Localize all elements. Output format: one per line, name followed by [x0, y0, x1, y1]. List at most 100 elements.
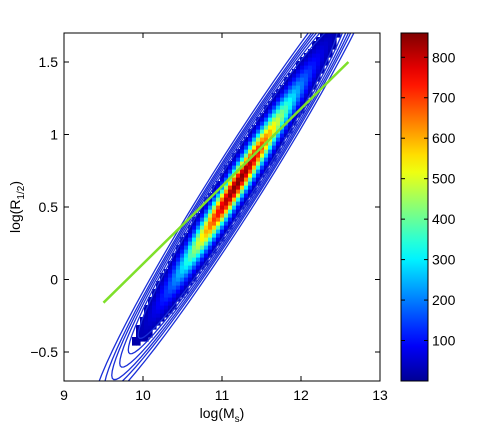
density-cell [164, 277, 169, 282]
density-cell [164, 309, 169, 314]
density-cell [144, 317, 149, 322]
density-cell [328, 37, 333, 42]
density-cell [188, 249, 193, 254]
density-cell [232, 205, 237, 210]
density-cell [160, 277, 165, 282]
density-cell [324, 53, 329, 58]
density-cell [260, 153, 265, 158]
colorbar-tick-label: 200 [432, 292, 456, 308]
density-cell [196, 265, 201, 270]
density-cell [252, 181, 257, 186]
density-cell [280, 121, 285, 126]
density-cell [164, 281, 169, 286]
density-cell [292, 89, 297, 94]
density-cell [272, 125, 277, 130]
density-cell [144, 313, 149, 318]
density-cell [252, 149, 257, 154]
density-cell [268, 153, 273, 158]
density-cell [240, 173, 245, 178]
density-cell [296, 81, 301, 86]
density-cell [332, 33, 337, 38]
density-cell [220, 173, 225, 178]
density-cell [184, 245, 189, 250]
density-cell [256, 121, 261, 126]
density-cell [132, 341, 137, 346]
density-cell [156, 313, 161, 318]
density-cell [324, 37, 329, 42]
density-cell [276, 141, 281, 146]
density-cell [196, 229, 201, 234]
density-cell [248, 149, 253, 154]
density-cell [204, 253, 209, 258]
density-cell [280, 97, 285, 102]
density-cell [156, 305, 161, 310]
density-cell [208, 201, 213, 206]
density-cell [204, 209, 209, 214]
density-cell [232, 165, 237, 170]
density-cell [264, 113, 269, 118]
density-cell [192, 221, 197, 226]
density-cell [300, 109, 305, 114]
density-cell [312, 61, 317, 66]
density-cell [160, 301, 165, 306]
density-cell [320, 41, 325, 46]
density-cell [312, 73, 317, 78]
density-cell [268, 109, 273, 114]
density-cell [196, 253, 201, 258]
density-cell [300, 81, 305, 86]
density-cell [308, 53, 313, 58]
density-cell [260, 161, 265, 166]
density-cell [172, 261, 177, 266]
density-cell [136, 341, 141, 346]
density-cell [236, 165, 241, 170]
density-cell [308, 93, 313, 98]
density-cell [240, 189, 245, 194]
density-cell [260, 173, 265, 178]
density-cell [304, 97, 309, 102]
density-cell [316, 69, 321, 74]
density-cell [148, 317, 153, 322]
density-cell [172, 269, 177, 274]
density-cell [164, 269, 169, 274]
density-cell [300, 85, 305, 90]
density-cell [284, 105, 289, 110]
density-cell [292, 101, 297, 106]
density-cell [208, 245, 213, 250]
density-cell [276, 97, 281, 102]
density-cell [236, 153, 241, 158]
density-cell [228, 213, 233, 218]
colorbar-tick-label: 500 [432, 171, 456, 187]
density-cell [136, 337, 141, 342]
density-cell [188, 233, 193, 238]
density-cell [304, 73, 309, 78]
colorbar-tick-label: 600 [432, 130, 456, 146]
density-cell [252, 185, 257, 190]
density-cell [284, 117, 289, 122]
density-cell [196, 217, 201, 222]
plot-area: 9 10 11 12 13 −0.5 0 0.5 1 1.5 [30, 32, 388, 403]
density-cell [300, 61, 305, 66]
density-cell [244, 189, 249, 194]
density-cell [220, 209, 225, 214]
density-cell [280, 133, 285, 138]
density-cell [176, 265, 181, 270]
density-cell [184, 285, 189, 290]
density-cell [164, 301, 169, 306]
density-cell [168, 281, 173, 286]
density-cell [208, 205, 213, 210]
density-cell [288, 97, 293, 102]
density-cell [256, 133, 261, 138]
density-cell [308, 65, 313, 70]
density-cell [300, 97, 305, 102]
density-cell [288, 109, 293, 114]
density-cell [248, 133, 253, 138]
density-cell [176, 261, 181, 266]
density-cell [228, 173, 233, 178]
density-cell [236, 189, 241, 194]
density-cell [284, 85, 289, 90]
density-cell [152, 317, 157, 322]
density-cell [196, 261, 201, 266]
density-cell [180, 281, 185, 286]
density-cell [248, 153, 253, 158]
density-cell [220, 201, 225, 206]
